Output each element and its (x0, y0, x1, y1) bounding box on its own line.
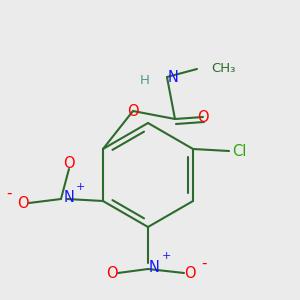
Text: +: + (76, 182, 86, 192)
Text: -: - (6, 185, 12, 200)
Text: O: O (106, 266, 118, 280)
Text: N: N (64, 190, 74, 205)
Text: O: O (184, 266, 196, 280)
Text: O: O (17, 196, 29, 211)
Text: O: O (63, 155, 75, 170)
Text: -: - (201, 256, 207, 271)
Text: +: + (161, 251, 171, 261)
Text: O: O (197, 110, 209, 124)
Text: CH₃: CH₃ (211, 62, 235, 76)
Text: N: N (148, 260, 159, 275)
Text: O: O (127, 103, 139, 118)
Text: Cl: Cl (232, 143, 246, 158)
Text: N: N (167, 70, 178, 85)
Text: H: H (140, 74, 150, 88)
